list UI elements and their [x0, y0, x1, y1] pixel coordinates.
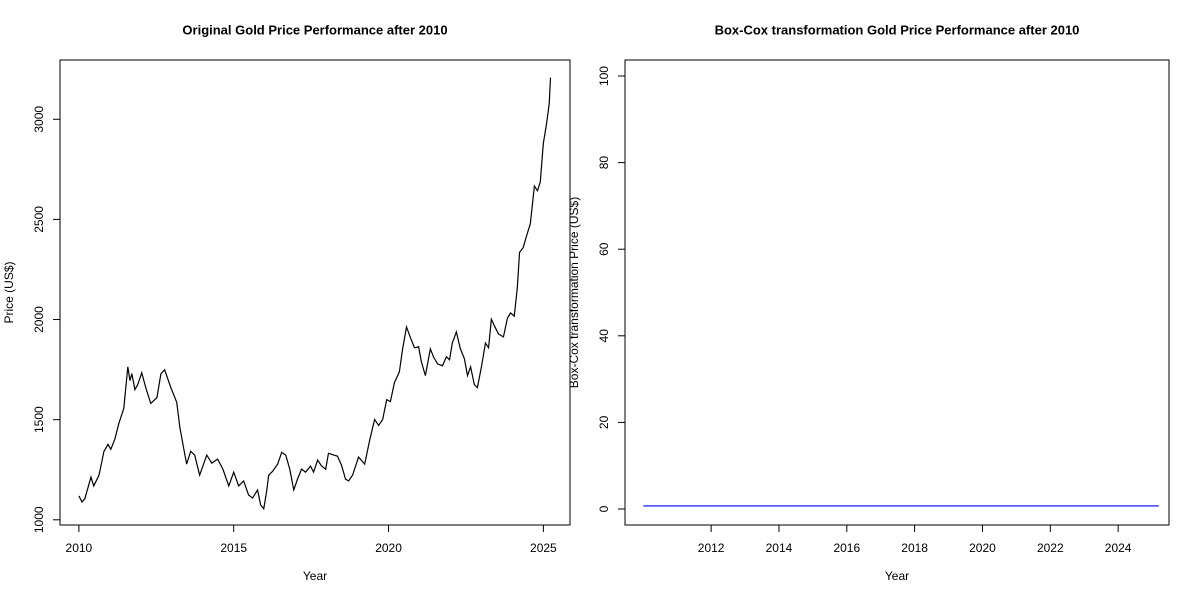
y-tick-label: 20	[597, 415, 611, 429]
x-tick-label: 2022	[1037, 541, 1064, 555]
x-tick-label: 2014	[766, 541, 793, 555]
y-tick-label: 40	[597, 329, 611, 343]
y-tick-label: 60	[597, 242, 611, 256]
x-tick-label: 2015	[220, 541, 247, 555]
x-tick-label: 2018	[901, 541, 928, 555]
y-tick-label: 1500	[32, 406, 46, 433]
x-tick-label: 2012	[698, 541, 725, 555]
plot-box	[624, 59, 1170, 526]
y-tick-label: 0	[597, 505, 611, 512]
x-tick-label: 2025	[530, 541, 557, 555]
plot-box	[59, 59, 571, 526]
x-axis-label: Year	[885, 569, 909, 583]
x-axis-label: Year	[303, 569, 327, 583]
x-tick-label: 2016	[833, 541, 860, 555]
y-axis-label: Box-Cox transformation Price (US$)	[567, 197, 581, 388]
x-tick-label: 2020	[969, 541, 996, 555]
y-axis-label: Price (US$)	[2, 261, 16, 323]
y-tick-label: 2000	[32, 306, 46, 333]
chart-title: Box-Cox transformation Gold Price Perfor…	[715, 22, 1080, 37]
x-tick-label: 2010	[66, 541, 93, 555]
chart-title: Original Gold Price Performance after 20…	[182, 22, 447, 37]
price-line	[78, 77, 552, 511]
y-tick-label: 100	[597, 66, 611, 86]
y-tick-label: 2500	[32, 206, 46, 233]
y-tick-label: 3000	[32, 106, 46, 133]
x-tick-label: 2024	[1105, 541, 1132, 555]
x-tick-label: 2020	[375, 541, 402, 555]
y-tick-label: 80	[597, 156, 611, 170]
y-tick-label: 1000	[32, 506, 46, 533]
